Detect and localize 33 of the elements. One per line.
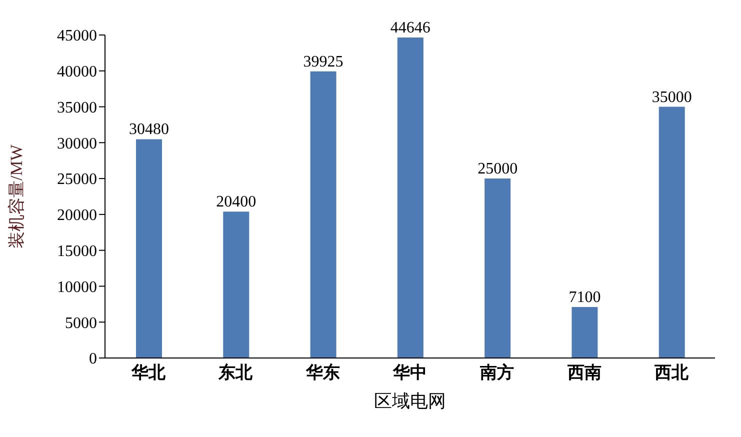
- x-tick-label: 华东: [304, 363, 340, 382]
- y-tick-label: 10000: [57, 278, 97, 296]
- bar: [136, 139, 162, 358]
- y-tick-label: 0: [89, 350, 97, 368]
- y-tick-label: 30000: [57, 135, 97, 152]
- x-tick-label: 东北: [218, 363, 254, 382]
- data-label: 20400: [216, 194, 256, 211]
- bar: [310, 71, 336, 358]
- x-tick-label: 华北: [130, 363, 167, 382]
- y-tick-label: 20000: [57, 207, 97, 224]
- y-tick-label: 40000: [57, 64, 97, 81]
- y-axis-title: 装机容量/MW: [7, 144, 26, 248]
- data-label: 35000: [652, 88, 692, 106]
- data-label: 30480: [129, 121, 169, 138]
- bar: [572, 307, 598, 358]
- bar: [658, 106, 685, 358]
- y-tick-label: 15000: [57, 243, 97, 260]
- bar: [397, 38, 424, 358]
- y-tick-label: 35000: [57, 99, 97, 116]
- x-tick-label: 南方: [479, 363, 514, 382]
- data-label: 39925: [303, 53, 344, 70]
- data-label: 7100: [568, 289, 601, 306]
- y-tick-label: 25000: [57, 171, 97, 188]
- x-axis-title: 区域电网: [374, 391, 446, 411]
- x-tick-label: 华中: [392, 363, 427, 382]
- y-tick-label: 5000: [65, 314, 97, 332]
- bar: [223, 212, 250, 358]
- x-tick-label: 西北: [653, 363, 690, 382]
- y-tick-label: 45000: [57, 28, 97, 45]
- data-label: 44646: [390, 20, 430, 37]
- bar: [484, 178, 511, 358]
- x-tick-label: 西南: [566, 363, 602, 382]
- data-label: 25000: [478, 160, 518, 178]
